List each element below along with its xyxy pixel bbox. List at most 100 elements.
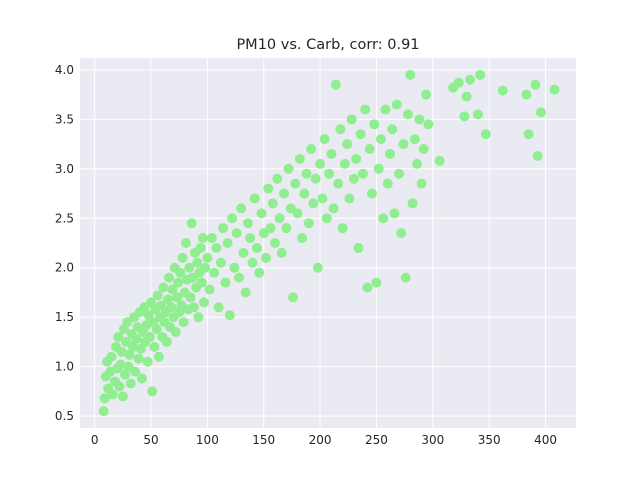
scatter-point [328, 203, 339, 214]
scatter-point [297, 233, 308, 244]
scatter-point [339, 158, 350, 169]
scatter-point [407, 198, 418, 209]
scatter-point [170, 327, 181, 338]
scatter-point [173, 277, 184, 288]
scatter-point [213, 302, 224, 313]
scatter-point [261, 252, 271, 263]
scatter-point [382, 178, 393, 189]
scatter-point [164, 272, 175, 283]
scatter-point [196, 277, 207, 288]
scatter-point [98, 406, 109, 417]
scatter-point [162, 294, 173, 305]
scatter-point [348, 173, 359, 184]
scatter-point [335, 124, 346, 135]
scatter-point [521, 89, 532, 100]
scatter-point [117, 391, 128, 402]
scatter-point [274, 213, 285, 224]
scatter-point [362, 282, 373, 293]
y-tick-label: 3.0 [55, 162, 74, 176]
y-tick-label: 2.0 [55, 261, 74, 275]
scatter-point [114, 381, 125, 392]
scatter-point [158, 282, 169, 293]
y-axis-ticks: 0.5 1.0 1.5 2.0 2.5 3.0 3.5 4.0 [55, 63, 74, 423]
scatter-point [459, 111, 470, 122]
scatter-point [192, 257, 203, 268]
scatter-point [283, 163, 294, 174]
scatter-point [398, 139, 409, 150]
scatter-point [405, 69, 416, 80]
scatter-point [288, 292, 299, 303]
scatter-point [389, 208, 400, 219]
scatter-point [263, 183, 274, 194]
scatter-point [206, 233, 217, 244]
scatter-point [290, 178, 301, 189]
scatter-point [308, 198, 319, 209]
scatter-point [204, 284, 215, 295]
scatter-point [193, 312, 204, 323]
scatter-point [180, 238, 191, 248]
scatter-point [236, 203, 247, 214]
scatter-point [251, 242, 262, 253]
scatter-point [231, 228, 242, 239]
y-tick-label: 2.5 [55, 211, 74, 225]
scatter-point [330, 79, 341, 90]
scatter-point [186, 218, 197, 229]
scatter-point [147, 386, 158, 397]
scatter-point [414, 114, 425, 125]
scatter-point [319, 134, 330, 145]
scatter-point [292, 208, 303, 219]
scatter-point [357, 168, 368, 179]
scatter-point [423, 119, 434, 130]
scatter-point [306, 144, 317, 155]
scatter-point [218, 223, 229, 234]
scatter-point [149, 341, 160, 352]
scatter-point [364, 144, 375, 155]
scatter-point [249, 193, 260, 204]
scatter-point [532, 150, 543, 161]
scatter-point [106, 351, 117, 362]
scatter-point [312, 262, 323, 273]
scatter-point [125, 378, 136, 389]
scatter-point [403, 109, 414, 120]
scatter-point [171, 292, 182, 303]
scatter-point [229, 262, 240, 273]
scatter-point [337, 223, 348, 234]
scatter-point [472, 109, 483, 120]
scatter-point [178, 317, 189, 328]
scatter-point [200, 262, 211, 273]
scatter-point [254, 267, 265, 278]
scatter-point [272, 173, 283, 184]
scatter-point [185, 292, 196, 303]
scatter-point [131, 333, 142, 344]
scatter-point [536, 107, 547, 118]
scatter-point [366, 188, 377, 199]
scatter-point [166, 302, 177, 313]
scatter-point [211, 242, 222, 253]
x-tick-label: 100 [196, 433, 219, 447]
x-tick-label: 350 [478, 433, 501, 447]
scatter-point [387, 124, 398, 135]
scatter-point [353, 242, 364, 253]
scatter-point [177, 252, 188, 263]
scatter-point [421, 89, 432, 100]
scatter-point [188, 302, 199, 313]
y-tick-label: 0.5 [55, 409, 74, 423]
scatter-point [380, 104, 391, 115]
x-axis-ticks: 0 50 100 150 200 250 300 350 400 [91, 433, 557, 447]
y-tick-label: 1.0 [55, 360, 74, 374]
scatter-point [453, 77, 464, 88]
scatter-point [107, 389, 118, 400]
scatter-point [369, 119, 380, 130]
scatter-point [113, 331, 124, 342]
scatter-point [416, 178, 427, 189]
scatter-point [175, 267, 186, 278]
scatter-point [267, 198, 278, 209]
scatter-point [391, 99, 402, 110]
scatter-point [378, 213, 389, 224]
scatter-point [497, 85, 508, 96]
scatter-point [409, 134, 420, 145]
scatter-point [279, 188, 290, 199]
scatter-point [197, 233, 208, 244]
y-tick-label: 1.5 [55, 310, 74, 324]
scatter-point [224, 310, 235, 321]
